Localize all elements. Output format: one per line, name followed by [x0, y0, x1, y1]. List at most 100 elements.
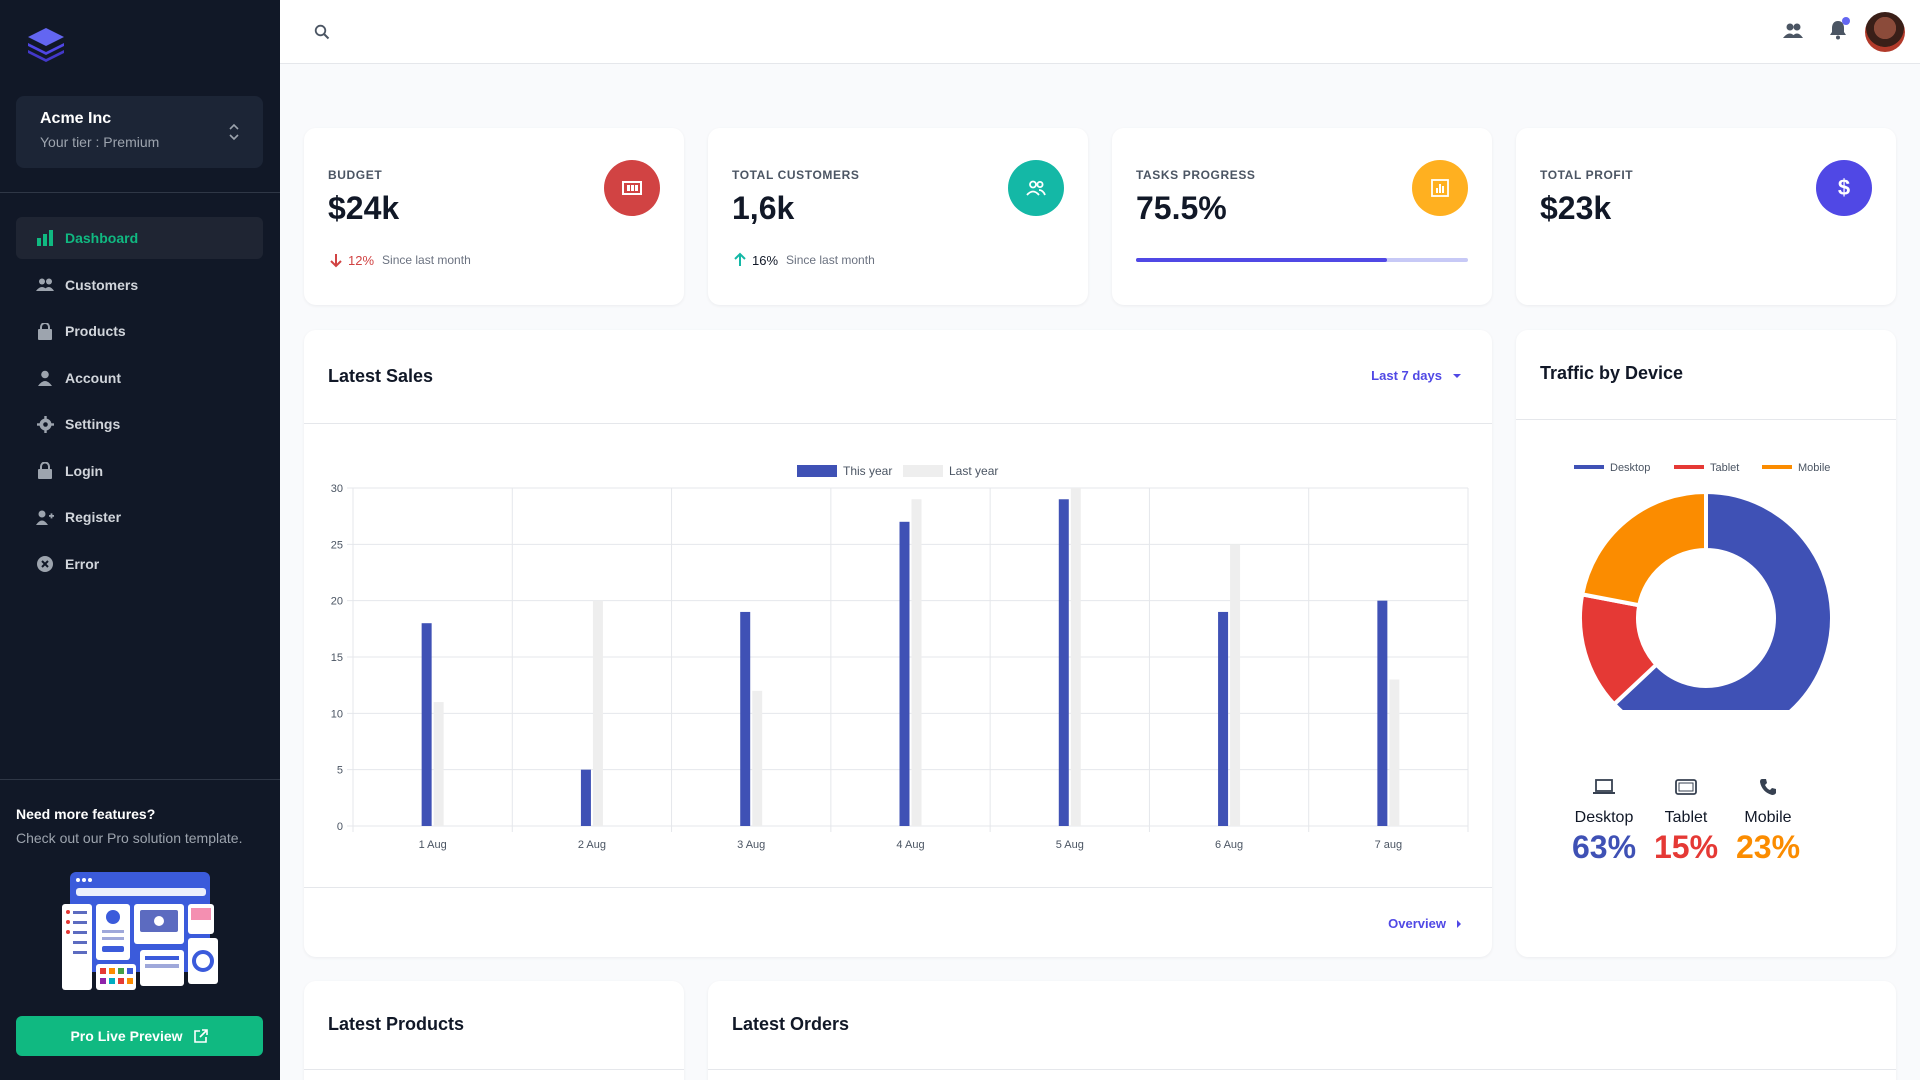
device-donut-chart: Desktop Tablet Mobile	[1574, 462, 1834, 710]
y-tick-label: 0	[337, 821, 343, 833]
sidebar-item-label: Register	[65, 509, 122, 525]
avatar[interactable]	[1865, 12, 1905, 52]
card-title: Traffic by Device	[1540, 363, 1684, 383]
latest-sales-card: Latest Sales Last 7 days 0 5 10 15 20 25 30 1 A…	[304, 330, 1492, 957]
x-tick-label: 5 Aug	[1056, 839, 1084, 851]
sidebar-item-label: Login	[65, 462, 104, 479]
device-value: 15%	[1653, 829, 1719, 865]
bar-last-year	[911, 499, 922, 826]
bar-this-year	[1058, 499, 1069, 826]
logo-icon[interactable]	[24, 24, 68, 64]
kpi-card-tasks: TASKS PROGRESS 75.5%	[1112, 128, 1492, 305]
latest-products-card: Latest Products	[304, 981, 684, 1080]
sidebar-item-error[interactable]: Error	[16, 543, 263, 585]
card-divider	[304, 887, 1492, 888]
pro-live-preview-label: Pro Live Preview	[70, 1028, 183, 1044]
bar-last-year	[1230, 544, 1241, 826]
date-range-label: Last 7 days	[1371, 368, 1442, 383]
users-icon	[36, 276, 54, 294]
sidebar-item-account[interactable]: Account	[16, 357, 263, 399]
notification-badge	[1842, 17, 1850, 25]
promo-title: Need more features?	[16, 806, 156, 822]
sidebar-item-dashboard[interactable]: Dashboard	[16, 217, 263, 259]
pro-live-preview-button[interactable]: Pro Live Preview	[16, 1016, 263, 1056]
sidebar-item-products[interactable]: Products	[16, 310, 263, 352]
card-title: Latest Sales	[328, 366, 434, 386]
kpi-label: BUDGET	[328, 168, 383, 182]
device-tablet: Tablet 15%	[1641, 778, 1731, 866]
y-tick-label: 15	[331, 652, 343, 664]
sidebar-item-customers[interactable]: Customers	[16, 264, 263, 306]
card-divider	[304, 423, 1492, 424]
kpi-value: 75.5%	[1136, 190, 1227, 226]
device-desktop: Desktop 63%	[1559, 778, 1649, 866]
legend-label: Last year	[949, 464, 998, 478]
overview-link[interactable]: Overview	[1388, 916, 1462, 931]
sidebar-divider	[0, 779, 280, 780]
kpi-card-customers: TOTAL CUSTOMERS 1,6k 16% Since last mont…	[708, 128, 1088, 305]
user-icon	[36, 369, 54, 387]
card-divider	[1516, 419, 1896, 420]
cog-icon	[36, 415, 54, 433]
legend-swatch	[1762, 465, 1792, 469]
device-name: Desktop	[1574, 809, 1634, 826]
tasks-progress-fill	[1136, 258, 1387, 262]
date-range-select[interactable]: Last 7 days	[1371, 368, 1462, 383]
bar-this-year	[899, 521, 910, 826]
bar-last-year	[592, 600, 603, 826]
x-tick-label: 1 Aug	[419, 839, 447, 851]
traffic-by-device-card: Traffic by Device Desktop Tablet Mobile De…	[1516, 330, 1896, 957]
chevron-up-down-icon	[229, 123, 239, 141]
legend-label: Tablet	[1710, 462, 1739, 474]
x-tick-label: 4 Aug	[896, 839, 924, 851]
kpi-trend-since: Since last month	[786, 253, 875, 267]
tasks-progress-bar	[1136, 258, 1468, 262]
dollar-icon: $	[1816, 160, 1872, 216]
bell-icon[interactable]	[1829, 20, 1847, 40]
chart-icon	[1412, 160, 1468, 216]
kpi-label: TASKS PROGRESS	[1136, 168, 1256, 182]
laptop-icon	[1593, 779, 1615, 794]
bar-this-year	[421, 623, 432, 826]
device-value: 23%	[1735, 829, 1801, 865]
user-add-icon	[36, 508, 54, 526]
legend-swatch	[797, 465, 837, 477]
sales-bar-chart: 0 5 10 15 20 25 30 1 Aug 2 Aug 3 Aug 4 Aug 5 Aug 6 A…	[331, 464, 1469, 851]
legend-swatch	[1674, 465, 1704, 469]
users-icon	[1008, 160, 1064, 216]
x-tick-label: 6 Aug	[1215, 839, 1243, 851]
sidebar: Acme Inc Your tier : Premium Dashboard C…	[0, 0, 280, 1080]
legend-swatch	[903, 465, 943, 477]
sidebar-item-label: Error	[65, 555, 100, 572]
sidebar-item-login[interactable]: Login	[16, 450, 263, 492]
kpi-trend: 12% Since last month	[328, 252, 471, 268]
kpi-trend: 16% Since last month	[732, 252, 875, 268]
search-icon[interactable]	[314, 24, 330, 40]
legend-label: Mobile	[1798, 462, 1830, 474]
kpi-label: TOTAL CUSTOMERS	[732, 168, 860, 182]
legend-swatch	[1574, 465, 1604, 469]
y-tick-label: 20	[331, 596, 343, 608]
sidebar-item-register[interactable]: Register	[16, 496, 263, 538]
kpi-card-profit: TOTAL PROFIT $23k $	[1516, 128, 1896, 305]
sidebar-nav: Dashboard Customers Products Account Set…	[16, 217, 263, 589]
users-icon[interactable]	[1783, 22, 1803, 40]
bar-this-year	[1218, 611, 1229, 826]
phone-icon	[1760, 779, 1776, 795]
chart-bar-icon	[36, 229, 54, 247]
y-tick-label: 10	[331, 708, 343, 720]
device-name: Tablet	[1664, 809, 1708, 826]
promo-subtitle: Check out our Pro solution template.	[16, 830, 243, 846]
sidebar-item-settings[interactable]: Settings	[16, 403, 263, 445]
tenant-switcher[interactable]: Acme Inc Your tier : Premium	[16, 96, 263, 168]
legend-label: This year	[843, 464, 892, 478]
tablet-icon	[1675, 779, 1697, 795]
tenant-name: Acme Inc	[40, 110, 112, 127]
sidebar-item-label: Settings	[65, 416, 121, 432]
kpi-value: $23k	[1540, 190, 1612, 226]
kpi-card-budget: BUDGET $24k 12% Since last month	[304, 128, 684, 305]
sidebar-item-label: Customers	[65, 276, 139, 293]
sidebar-item-label: Dashboard	[65, 230, 139, 246]
sidebar-divider	[0, 192, 280, 193]
arrow-up-icon	[734, 252, 746, 266]
